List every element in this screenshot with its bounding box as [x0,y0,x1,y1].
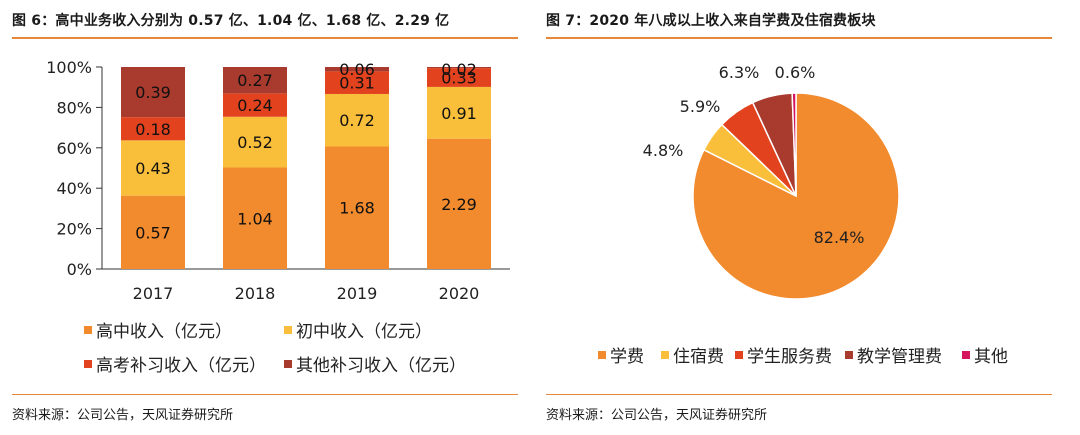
bar-value-label: 0.18 [135,120,171,139]
legend-label: 其他补习收入（亿元） [296,356,466,376]
bar-value-label: 0.39 [135,83,171,102]
bar-value-label: 0.27 [237,71,273,90]
bar-segment [121,67,185,118]
bar-segment [427,86,491,139]
right-title-rule [546,37,1052,39]
pie-slice-label: 4.8% [643,141,684,160]
legend-swatch [735,351,743,359]
pie-slice [791,92,797,197]
bar-segment [325,71,389,94]
x-tick-label: 2017 [133,284,174,303]
legend-swatch [84,360,92,368]
bar-segment [223,167,287,269]
bar-segment [427,68,491,87]
legend-swatch [284,360,292,368]
bar-segment [121,140,185,196]
bar-segment [427,67,491,69]
bar-segment [325,146,389,269]
right-bottom-rule [546,394,1052,395]
bar-value-label: 0.57 [135,223,171,242]
bar-value-label: 0.43 [135,159,171,178]
bar-value-label: 2.29 [441,195,477,214]
legend-swatch [661,351,669,359]
bar-segment [223,93,287,117]
x-tick-label: 2020 [439,284,480,303]
right-figure-title: 图 7：2020 年八成以上收入来自学费及住宿费板块 [546,13,876,29]
y-tick-label: 40% [56,179,92,198]
x-tick-label: 2019 [337,284,378,303]
pie-slice-label: 5.9% [680,97,721,116]
bar-value-label: 0.52 [237,133,273,152]
stacked-bar-chart: 0% 20% 40% 60% 80% 100% 0.57 0.43 0.18 0.39 2017 1.… [46,58,510,376]
legend-label: 初中收入（亿元） [296,322,432,342]
pie-slice-label: 6.3% [719,63,760,82]
bar-value-label: 0.06 [339,60,375,79]
bar-value-label: 1.68 [339,199,375,218]
bar-value-label: 0.24 [237,96,273,115]
legend-swatch [845,351,853,359]
left-title-rule [12,37,518,39]
y-tick-label: 100% [46,58,92,77]
bar-segment [427,138,491,269]
bar-segment [121,195,185,269]
legend-swatch [84,326,92,334]
bar-segment [121,117,185,141]
legend-swatch [962,351,970,359]
bar-value-label: 0.02 [441,60,477,79]
bar-segment [325,93,389,147]
bar-segment [223,116,287,168]
legend-label: 教学管理费 [857,347,942,367]
bar-value-label: 0.31 [339,74,375,93]
x-tick-label: 2018 [235,284,276,303]
y-tick-label: 20% [56,220,92,239]
legend-label: 其他 [974,347,1008,367]
pie-slice-label: 0.6% [775,63,816,82]
bar-value-label: 1.04 [237,209,273,228]
y-tick-label: 80% [56,98,92,117]
legend-label: 学费 [610,347,644,367]
y-tick-label: 60% [56,139,92,158]
left-figure-title: 图 6：高中业务收入分别为 0.57 亿、1.04 亿、1.68 亿、2.29 … [12,13,450,29]
left-figure-panel: 图 6：高中业务收入分别为 0.57 亿、1.04 亿、1.68 亿、2.29 … [12,0,518,435]
legend-label: 学生服务费 [747,347,832,367]
right-figure-panel: 图 7：2020 年八成以上收入来自学费及住宿费板块 82.4% 4.8% 5.9%… [546,0,1052,435]
legend-label: 高考补习收入（亿元） [96,356,266,376]
bar-segment [223,67,287,94]
left-source-note: 资料来源：公司公告，天风证券研究所 [12,408,234,423]
legend-swatch [284,326,292,334]
bar-segment [325,67,389,72]
legend-label: 高中收入（亿元） [96,322,232,342]
y-tick-label: 0% [67,260,92,279]
pie-chart: 82.4% 4.8% 5.9% 6.3% 0.6% 学费 住宿费 学生服务费 教学管理费 其他 [598,63,1008,367]
right-source-note: 资料来源：公司公告，天风证券研究所 [546,408,768,423]
bar-value-label: 0.91 [441,104,477,123]
legend-swatch [598,351,606,359]
pie-slice-label: 82.4% [814,228,865,247]
legend-label: 住宿费 [673,347,724,367]
bar-value-label: 0.33 [441,69,477,88]
left-bottom-rule [12,394,518,395]
bar-value-label: 0.72 [339,111,375,130]
